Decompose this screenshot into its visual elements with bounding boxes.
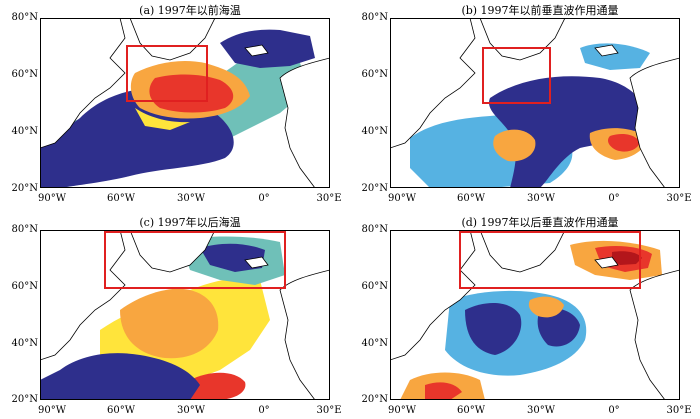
coastline-north-america bbox=[390, 18, 476, 149]
panel-d: (d) 1997年以后垂直波作用通量 80°N 60°N 40°N 20°N 9… bbox=[350, 210, 700, 419]
lon-label-60w: 60°W bbox=[106, 193, 135, 204]
lat-label-60: 60°N bbox=[11, 281, 38, 292]
lon-label-90w: 90°W bbox=[37, 193, 66, 204]
highlight-box bbox=[104, 231, 286, 289]
coastline-europe bbox=[279, 57, 330, 188]
highlight-box bbox=[126, 45, 208, 102]
lon-label-90w: 90°W bbox=[387, 405, 416, 416]
sst-deep-blue-region bbox=[40, 353, 200, 400]
coastline-north-america bbox=[40, 18, 126, 149]
lat-label-40: 40°N bbox=[361, 338, 388, 349]
flux-deep-blue-region-east bbox=[537, 308, 580, 347]
coastline-iceland bbox=[244, 44, 269, 57]
panel-c: (c) 1997年以后海温 80°N 60°N 40°N 20°N 90°W 6… bbox=[0, 210, 350, 419]
lat-label-20: 20°N bbox=[361, 183, 388, 194]
map-c bbox=[40, 230, 330, 400]
lat-label-60: 60°N bbox=[11, 69, 38, 80]
coastline-europe bbox=[629, 57, 680, 188]
lat-label-80: 80°N bbox=[361, 12, 388, 23]
lat-label-80: 80°N bbox=[11, 12, 38, 23]
flux-orange-region-west bbox=[493, 129, 536, 162]
lat-label-20: 20°N bbox=[11, 394, 38, 405]
flux-orange-region-center bbox=[528, 296, 564, 318]
lon-label-0: 0° bbox=[258, 405, 270, 416]
lon-label-0: 0° bbox=[608, 193, 620, 204]
lon-label-90w: 90°W bbox=[387, 193, 416, 204]
flux-red-region bbox=[608, 134, 640, 152]
lat-label-60: 60°N bbox=[361, 281, 388, 292]
map-frame bbox=[40, 230, 330, 400]
lon-label-30e: 30°E bbox=[316, 405, 342, 416]
map-frame bbox=[390, 18, 680, 188]
coastline-iceland bbox=[244, 256, 269, 269]
lon-label-30w: 30°W bbox=[176, 405, 205, 416]
highlight-box bbox=[459, 231, 641, 289]
lon-label-60w: 60°W bbox=[456, 193, 485, 204]
map-frame bbox=[390, 230, 680, 400]
lat-label-40: 40°N bbox=[11, 338, 38, 349]
flux-deep-blue-region bbox=[489, 76, 646, 188]
sst-yellow-region bbox=[135, 108, 190, 130]
coastline-iceland bbox=[594, 256, 619, 269]
map-d bbox=[390, 230, 680, 400]
lat-label-60: 60°N bbox=[361, 69, 388, 80]
panel-a: (a) 1997年以前海温 80°N 60°N 40°N 20°N 90°W 6… bbox=[0, 0, 350, 210]
lon-label-30w: 30°W bbox=[526, 193, 555, 204]
lat-label-20: 20°N bbox=[11, 183, 38, 194]
sst-orange-region bbox=[120, 288, 219, 359]
panel-title: (d) 1997年以后垂直波作用通量 bbox=[461, 216, 619, 229]
map-frame bbox=[40, 18, 330, 188]
lon-label-30w: 30°W bbox=[526, 405, 555, 416]
lat-label-80: 80°N bbox=[11, 224, 38, 235]
coastline-north-america bbox=[40, 230, 126, 361]
flux-deep-blue-region bbox=[465, 303, 522, 355]
lat-label-20: 20°N bbox=[361, 394, 388, 405]
highlight-box bbox=[482, 47, 551, 104]
panel-b: (b) 1997年以前垂直波作用通量 80°N 60°N 40°N 20°N 9… bbox=[350, 0, 700, 210]
sst-deep-blue-north bbox=[200, 243, 265, 272]
coastline-greenland bbox=[479, 18, 566, 61]
panel-title: (c) 1997年以后海温 bbox=[139, 216, 241, 229]
sst-red-region bbox=[190, 372, 246, 400]
lon-label-90w: 90°W bbox=[37, 405, 66, 416]
coastline-europe bbox=[629, 269, 680, 400]
flux-dark-red-core bbox=[612, 251, 642, 265]
flux-red-region-south bbox=[425, 382, 462, 400]
map-a bbox=[40, 18, 330, 188]
map-b bbox=[390, 18, 680, 188]
panel-title: (b) 1997年以前垂直波作用通量 bbox=[461, 4, 619, 17]
lon-label-60w: 60°W bbox=[456, 405, 485, 416]
lat-label-40: 40°N bbox=[11, 126, 38, 137]
coastline-greenland bbox=[479, 230, 566, 273]
lon-label-30w: 30°W bbox=[176, 193, 205, 204]
lon-label-0: 0° bbox=[608, 405, 620, 416]
lat-label-40: 40°N bbox=[361, 126, 388, 137]
lon-label-30e: 30°E bbox=[666, 405, 692, 416]
lon-label-0: 0° bbox=[258, 193, 270, 204]
coastline-north-america bbox=[390, 230, 476, 361]
coastline-europe bbox=[279, 269, 330, 400]
coastline-greenland bbox=[129, 230, 216, 273]
lon-label-60w: 60°W bbox=[106, 405, 135, 416]
lon-label-30e: 30°E bbox=[316, 193, 342, 204]
coastline-iceland bbox=[594, 44, 619, 57]
sst-red-region bbox=[149, 74, 234, 113]
sst-deep-blue-north bbox=[220, 29, 315, 68]
panel-title: (a) 1997年以前海温 bbox=[139, 4, 241, 17]
lon-label-30e: 30°E bbox=[666, 193, 692, 204]
lat-label-80: 80°N bbox=[361, 224, 388, 235]
